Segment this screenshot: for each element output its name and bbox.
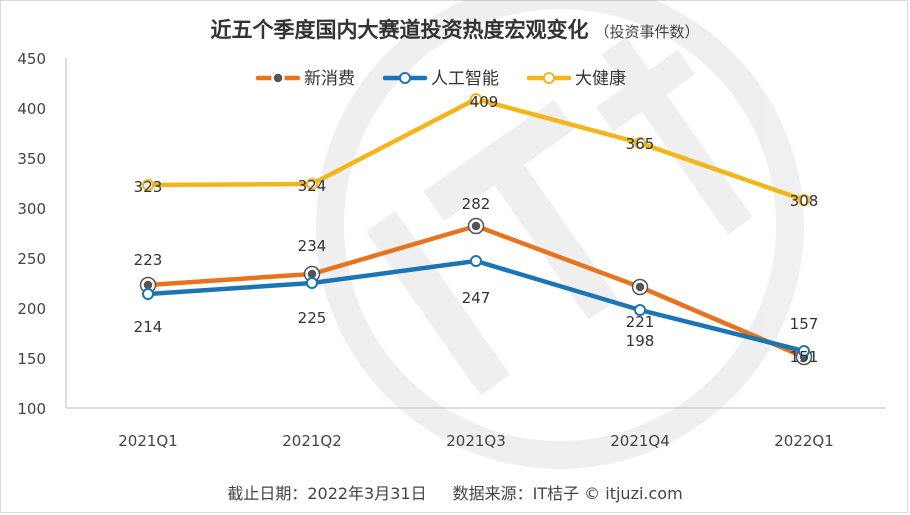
data-point xyxy=(470,93,482,105)
data-label: 247 xyxy=(462,289,491,307)
x-tick-label: 2021Q1 xyxy=(118,432,178,450)
data-label: 323 xyxy=(134,178,163,196)
data-point xyxy=(469,219,483,233)
legend-marker xyxy=(399,72,411,84)
data-label: 221 xyxy=(626,313,655,331)
data-label: 234 xyxy=(298,237,327,255)
data-label: 225 xyxy=(298,309,327,327)
data-point xyxy=(306,178,318,190)
data-label: 157 xyxy=(790,315,819,333)
legend-label: 新消费 xyxy=(304,69,355,89)
legend-marker xyxy=(543,72,555,84)
footer-source: 数据来源：IT桔子 © itjuzi.com xyxy=(452,484,683,503)
x-tick-label: 2021Q2 xyxy=(282,432,342,450)
footer: 截止日期：2022年3月31日 数据来源：IT桔子 © itjuzi.com xyxy=(0,480,910,504)
y-tick-label: 400 xyxy=(17,100,46,118)
chart-title: 近五个季度国内大赛道投资热度宏观变化 xyxy=(210,18,589,42)
data-point xyxy=(633,280,647,294)
data-label: 198 xyxy=(626,332,655,350)
data-point xyxy=(470,255,482,267)
chart-subtitle: （投资事件数） xyxy=(594,23,700,41)
footer-date: 截止日期：2022年3月31日 xyxy=(227,484,427,503)
y-tick-label: 300 xyxy=(17,200,46,218)
data-label: 151 xyxy=(790,348,819,366)
legend-marker xyxy=(271,71,285,85)
data-label: 409 xyxy=(470,93,499,111)
x-tick-label: 2022Q1 xyxy=(774,432,834,450)
y-tick-label: 350 xyxy=(17,150,46,168)
data-point xyxy=(798,345,810,357)
legend-label: 人工智能 xyxy=(431,69,499,89)
data-label: 282 xyxy=(462,195,491,213)
data-point-ring xyxy=(631,278,649,296)
y-tick-label: 150 xyxy=(17,350,46,368)
y-tick-label: 100 xyxy=(17,400,46,418)
data-point xyxy=(634,304,646,316)
y-tick-label: 450 xyxy=(17,50,46,68)
data-label: 223 xyxy=(134,251,163,269)
data-point xyxy=(634,137,646,149)
chart-title-row: 近五个季度国内大赛道投资热度宏观变化 （投资事件数） xyxy=(0,14,910,44)
data-label: 324 xyxy=(298,177,327,195)
data-point xyxy=(798,194,810,206)
data-point xyxy=(306,277,318,289)
data-label: 214 xyxy=(134,318,163,336)
data-point xyxy=(142,179,154,191)
data-point xyxy=(142,288,154,300)
data-point-ring xyxy=(467,217,485,235)
legend-label: 大健康 xyxy=(575,69,626,89)
series-line-3 xyxy=(145,96,807,203)
data-label: 365 xyxy=(626,135,655,153)
data-label: 308 xyxy=(790,192,819,210)
y-tick-label: 250 xyxy=(17,250,46,268)
x-tick-label: 2021Q4 xyxy=(610,432,670,450)
y-tick-label: 200 xyxy=(17,300,46,318)
x-tick-label: 2021Q3 xyxy=(446,432,506,450)
